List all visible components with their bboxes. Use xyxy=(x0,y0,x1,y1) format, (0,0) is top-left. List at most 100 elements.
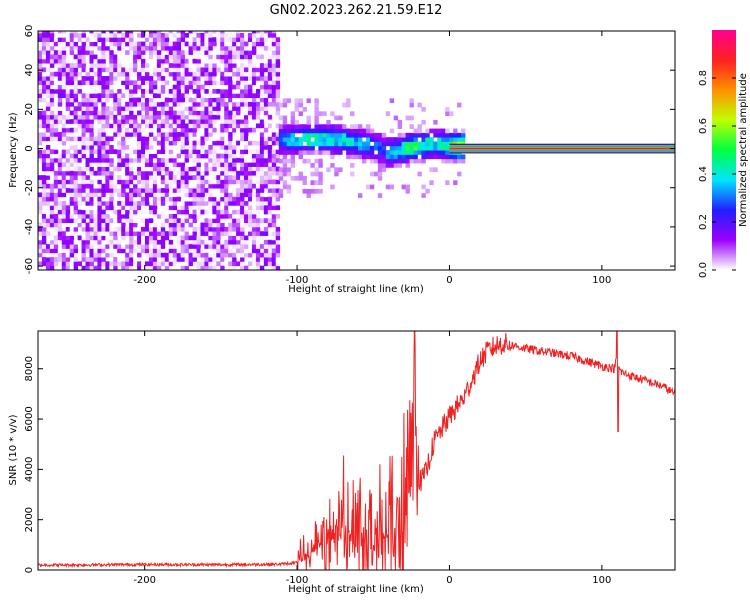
spectrogram-cell-2497 xyxy=(251,76,257,81)
spectrogram-cell-1904 xyxy=(200,71,205,77)
spectrogram-cell-681 xyxy=(93,31,98,34)
spectrogram-cell-1974 xyxy=(208,196,213,202)
spectrogram-cell-491 xyxy=(77,37,82,42)
spectrogram-cell-308 xyxy=(61,106,67,111)
spectrogram-cell-1677 xyxy=(180,80,185,86)
spectrogram-cell-2650 xyxy=(267,252,273,258)
spectrogram-cell-2743 xyxy=(275,235,281,241)
spectrogram-cell-2045 xyxy=(212,80,217,86)
spectrogram-cell-1378 xyxy=(156,218,162,223)
spectrogram-cell-3047 xyxy=(373,171,379,177)
spectrogram-cell-111 xyxy=(45,166,51,172)
spectrogram-cell-264 xyxy=(57,84,63,90)
spectrogram-cell-2071 xyxy=(216,179,221,185)
spectrogram-cell-2258 xyxy=(232,170,237,176)
spectrogram-cell-2010 xyxy=(212,257,217,262)
spectrogram-cell-2307 xyxy=(236,132,241,137)
spectrogram-cell-662 xyxy=(93,136,98,142)
spectrogram-cell-2612 xyxy=(263,192,269,198)
spectrogram-cell-992 xyxy=(121,114,126,120)
spectrogram-cell-2838 xyxy=(290,132,296,138)
spectrogram-cell-2062 xyxy=(216,222,221,228)
spectrogram-cell-2249 xyxy=(232,213,237,219)
spectrogram-cell-633 xyxy=(89,54,94,60)
spectrogram-cell-1797 xyxy=(192,149,197,155)
spectrogram-cell-2526 xyxy=(255,179,261,185)
colorbar-tick-label-0: 0.0 xyxy=(698,262,709,278)
spectrogram-cell-713 xyxy=(97,127,102,133)
spectrogram-cell-2803 xyxy=(282,163,288,168)
spectrogram-cell-1764 xyxy=(188,101,193,107)
spectrogram-cell-676 xyxy=(93,58,98,64)
spectrogram-cell-1658 xyxy=(180,175,185,180)
spectrogram-cell-2001 xyxy=(208,58,213,64)
spectrogram-cell-1216 xyxy=(141,80,146,86)
spectrogram-cell-2364 xyxy=(240,97,245,103)
snr-x-tick-label-2: 0 xyxy=(446,575,452,586)
spectrogram-cell-2569 xyxy=(259,175,265,180)
spectrogram-cell-2261 xyxy=(232,157,237,163)
spectrogram-cell-119 xyxy=(45,127,51,133)
spectrogram-cell-1284 xyxy=(148,222,154,228)
spectrogram-cell-1195 xyxy=(141,196,146,202)
spectrogram-cell-715 xyxy=(97,119,102,124)
spectrogram-cell-1435 xyxy=(160,157,166,163)
spectrogram-cell-2301 xyxy=(236,179,241,185)
spectrogram-cell-998 xyxy=(121,80,126,86)
spectrogram-cell-2348 xyxy=(240,175,245,180)
spectrogram-cell-795 xyxy=(105,218,110,223)
spectrogram-cell-2126 xyxy=(220,101,225,107)
spectrogram-cell-1625 xyxy=(176,93,182,99)
spectrogram-cell-3133 xyxy=(409,145,414,151)
spectrogram-cell-2560 xyxy=(259,231,265,236)
spectrogram-cell-1730 xyxy=(184,63,189,68)
spectrogram-cell-675 xyxy=(93,63,98,68)
spectrogram-cell-3029 xyxy=(365,184,371,190)
spectrogram-cell-1674 xyxy=(180,97,185,103)
spectrogram-cell-83 xyxy=(41,80,47,86)
spectrogram-cell-2535 xyxy=(255,140,261,146)
spectrogram-cell-1939 xyxy=(204,119,209,124)
spectrogram-cell-2529 xyxy=(255,166,261,172)
spectrogram-cell-1365 xyxy=(152,41,158,47)
spectrogram-cell-1473 xyxy=(164,179,170,185)
spectrogram-cell-2421 xyxy=(244,41,249,47)
spectrogram-cell-525 xyxy=(81,114,86,120)
spectrogram-cell-295 xyxy=(61,175,67,180)
spectrogram-cell-3039 xyxy=(369,171,375,177)
spectrogram-cell-1178 xyxy=(137,50,142,55)
spectrogram-cell-2790 xyxy=(278,150,284,155)
spectrogram-cell-2674 xyxy=(267,101,273,107)
spectrogram-cell-1506 xyxy=(168,248,174,254)
spectrogram-cell-92 xyxy=(41,37,47,42)
spectrogram-cell-1376 xyxy=(156,231,162,236)
spectrogram-cell-1186 xyxy=(141,244,146,249)
spectrogram-cell-2583 xyxy=(259,114,265,120)
spectrogram-cell-1864 xyxy=(196,54,201,60)
spectrogram-cell-1164 xyxy=(137,136,142,142)
spectrogram-cell-2927 xyxy=(318,132,323,138)
spectrogram-cell-1109 xyxy=(133,201,138,206)
spectrogram-cell-2428 xyxy=(248,226,253,232)
spectrogram-cell-1729 xyxy=(184,67,189,73)
spectrogram-cell-3150 xyxy=(417,158,422,164)
spectrogram-cell-2959 xyxy=(334,171,339,177)
spectrogram-cell-796 xyxy=(105,213,110,219)
spectrogram-cell-2889 xyxy=(306,115,311,121)
spectrogram-cell-1132 xyxy=(133,71,138,77)
spectrogram-cell-2541 xyxy=(255,106,261,111)
spectrogram-cell-1906 xyxy=(200,54,205,60)
spectrogram-cell-2665 xyxy=(267,157,273,163)
spectrogram-cell-426 xyxy=(73,183,79,189)
spectrogram-cell-1993 xyxy=(208,101,213,107)
spectrogram-cell-1289 xyxy=(148,192,154,198)
spectrogram-cell-620 xyxy=(89,114,94,120)
spectrogram-cell-3134 xyxy=(409,141,414,147)
spectrogram-cell-538 xyxy=(81,45,86,51)
spectrogram-cell-2552 xyxy=(255,37,261,42)
spectrogram-cell-2726 xyxy=(271,67,277,73)
spectrogram-cell-644 xyxy=(93,239,98,245)
spectrogram-cell-503 xyxy=(81,222,86,228)
spectrogram-cell-960 xyxy=(117,41,122,47)
